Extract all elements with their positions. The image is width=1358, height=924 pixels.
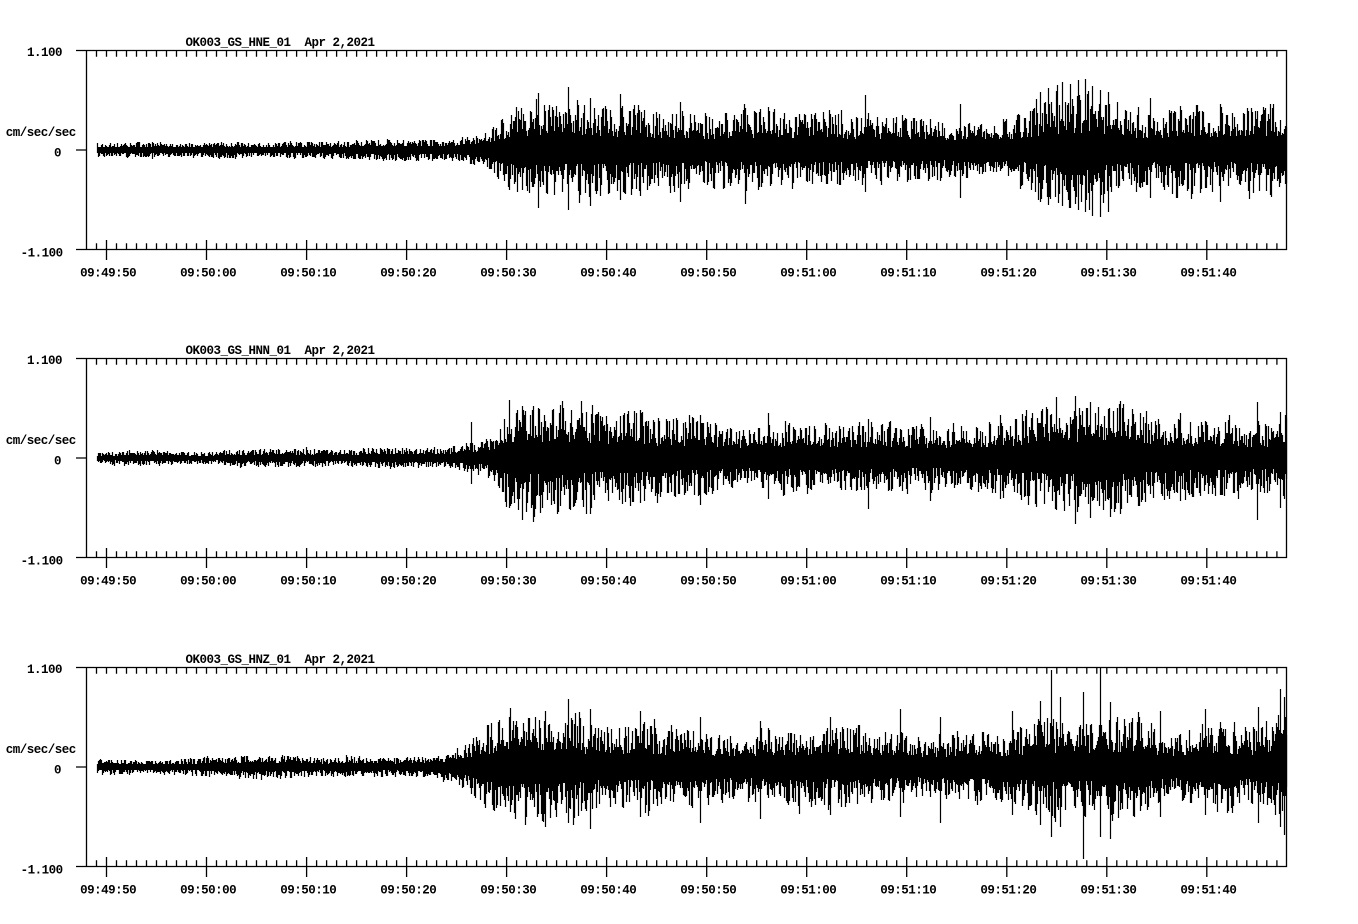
svg-text:OK003_GS_HNE_01 Apr 2,2021: OK003_GS_HNE_01 Apr 2,2021	[186, 36, 375, 50]
svg-text:09:51:00: 09:51:00	[780, 883, 836, 897]
svg-text:cm/sec/sec: cm/sec/sec	[6, 434, 76, 448]
svg-text:09:51:40: 09:51:40	[1180, 574, 1236, 588]
svg-text:09:51:30: 09:51:30	[1080, 266, 1136, 280]
svg-text:09:51:30: 09:51:30	[1080, 883, 1136, 897]
svg-text:09:50:40: 09:50:40	[580, 266, 636, 280]
svg-text:-1.100: -1.100	[21, 555, 63, 569]
svg-text:09:50:00: 09:50:00	[180, 266, 236, 280]
svg-text:0: 0	[54, 147, 61, 161]
svg-text:09:51:20: 09:51:20	[980, 574, 1036, 588]
svg-text:09:51:40: 09:51:40	[1180, 883, 1236, 897]
svg-text:OK003_GS_HNN_01 Apr 2,2021: OK003_GS_HNN_01 Apr 2,2021	[186, 344, 375, 358]
svg-text:09:51:00: 09:51:00	[780, 574, 836, 588]
svg-text:09:51:10: 09:51:10	[880, 266, 936, 280]
svg-text:09:50:30: 09:50:30	[480, 883, 536, 897]
svg-text:09:51:00: 09:51:00	[780, 266, 836, 280]
svg-text:09:50:10: 09:50:10	[280, 883, 336, 897]
svg-text:1.100: 1.100	[27, 354, 62, 368]
svg-text:09:50:10: 09:50:10	[280, 574, 336, 588]
svg-text:09:51:20: 09:51:20	[980, 883, 1036, 897]
svg-text:09:50:50: 09:50:50	[680, 266, 736, 280]
svg-text:09:50:20: 09:50:20	[380, 574, 436, 588]
svg-text:09:51:30: 09:51:30	[1080, 574, 1136, 588]
svg-text:09:50:20: 09:50:20	[380, 266, 436, 280]
svg-text:09:50:50: 09:50:50	[680, 883, 736, 897]
svg-text:09:50:00: 09:50:00	[180, 574, 236, 588]
svg-text:1.100: 1.100	[27, 663, 62, 677]
svg-text:0: 0	[54, 764, 61, 778]
svg-text:09:51:40: 09:51:40	[1180, 266, 1236, 280]
svg-text:cm/sec/sec: cm/sec/sec	[6, 126, 76, 140]
svg-text:-1.100: -1.100	[21, 864, 63, 878]
svg-text:09:50:40: 09:50:40	[580, 574, 636, 588]
svg-text:OK003_GS_HNZ_01 Apr 2,2021: OK003_GS_HNZ_01 Apr 2,2021	[186, 653, 375, 667]
svg-text:09:51:20: 09:51:20	[980, 266, 1036, 280]
svg-text:09:50:10: 09:50:10	[280, 266, 336, 280]
svg-text:09:51:10: 09:51:10	[880, 883, 936, 897]
svg-text:09:50:00: 09:50:00	[180, 883, 236, 897]
svg-text:09:49:50: 09:49:50	[80, 266, 136, 280]
svg-text:09:50:20: 09:50:20	[380, 883, 436, 897]
svg-text:1.100: 1.100	[27, 46, 62, 60]
svg-text:09:50:50: 09:50:50	[680, 574, 736, 588]
svg-text:09:49:50: 09:49:50	[80, 574, 136, 588]
svg-text:09:51:10: 09:51:10	[880, 574, 936, 588]
svg-text:09:49:50: 09:49:50	[80, 883, 136, 897]
svg-text:-1.100: -1.100	[21, 247, 63, 261]
svg-text:09:50:40: 09:50:40	[580, 883, 636, 897]
svg-text:cm/sec/sec: cm/sec/sec	[6, 743, 76, 757]
svg-text:0: 0	[54, 455, 61, 469]
svg-text:09:50:30: 09:50:30	[480, 574, 536, 588]
svg-text:09:50:30: 09:50:30	[480, 266, 536, 280]
